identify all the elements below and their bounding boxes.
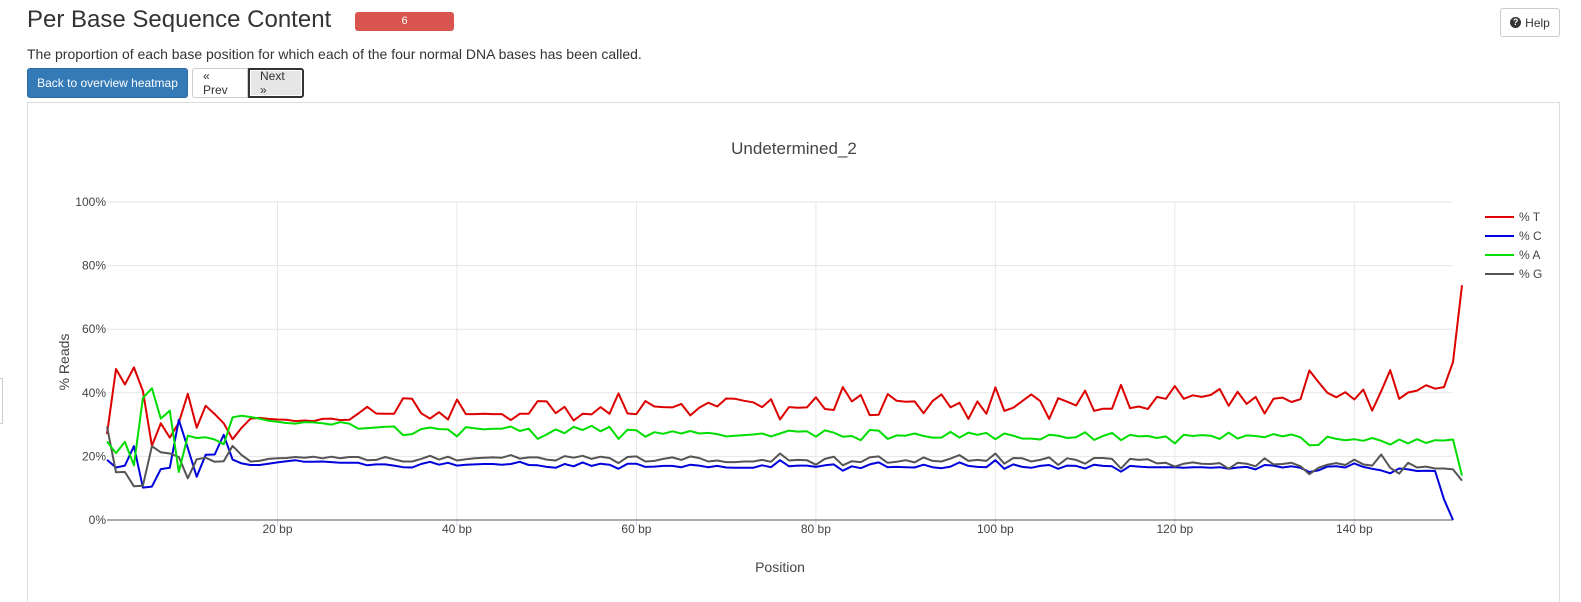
legend-item[interactable]: % T: [1485, 210, 1541, 224]
prev-next-group: « Prev Next »: [192, 68, 304, 98]
series-lines: [106, 285, 1463, 521]
y-tick-label: 0%: [89, 513, 107, 527]
legend-item[interactable]: % A: [1485, 248, 1540, 262]
legend-label: % G: [1519, 267, 1542, 281]
legend-label: % C: [1519, 229, 1542, 243]
series-line-t: [106, 285, 1463, 447]
y-tick-label: 20%: [82, 449, 106, 463]
legend-label: % T: [1519, 210, 1541, 224]
legend-item[interactable]: % G: [1485, 267, 1542, 281]
x-tick-label: 120 bp: [1156, 522, 1193, 536]
prev-button[interactable]: « Prev: [192, 68, 248, 98]
x-tick-label: 80 bp: [801, 522, 831, 536]
axes: 0% 20% 40% 60% 80% 100% 20 bp 40 bp 60 bp 80 bp 10…: [75, 195, 1453, 536]
x-tick-label: 40 bp: [442, 522, 472, 536]
back-to-heatmap-button[interactable]: Back to overview heatmap: [27, 68, 188, 98]
description: The proportion of each base position for…: [27, 46, 642, 62]
help-button[interactable]: ? Help: [1500, 8, 1560, 37]
side-handle[interactable]: [0, 378, 3, 424]
y-tick-label: 100%: [75, 195, 106, 209]
legend-label: % A: [1519, 248, 1540, 262]
x-tick-label: 20 bp: [262, 522, 292, 536]
y-tick-label: 40%: [82, 386, 106, 400]
x-tick-label: 60 bp: [621, 522, 651, 536]
next-button[interactable]: Next »: [248, 68, 304, 98]
x-tick-label: 140 bp: [1336, 522, 1373, 536]
page-title: Per Base Sequence Content: [27, 6, 332, 33]
series-line-a: [106, 387, 1463, 476]
status-badge: 6: [355, 12, 454, 31]
x-axis-label: Position: [755, 559, 805, 575]
y-tick-label: 60%: [82, 322, 106, 336]
question-icon: ?: [1510, 17, 1522, 28]
x-tick-label: 100 bp: [977, 522, 1014, 536]
legend-item[interactable]: % C: [1485, 229, 1542, 243]
y-tick-label: 80%: [82, 259, 106, 273]
grid-lines: [107, 201, 1453, 520]
chart-panel: [27, 102, 1560, 602]
y-axis-label: % Reads: [56, 334, 72, 391]
series-line-g: [106, 426, 1463, 488]
chart-title: Undetermined_2: [731, 139, 857, 158]
legend: % T % C % A % G: [1485, 210, 1542, 281]
help-label: Help: [1525, 15, 1550, 30]
